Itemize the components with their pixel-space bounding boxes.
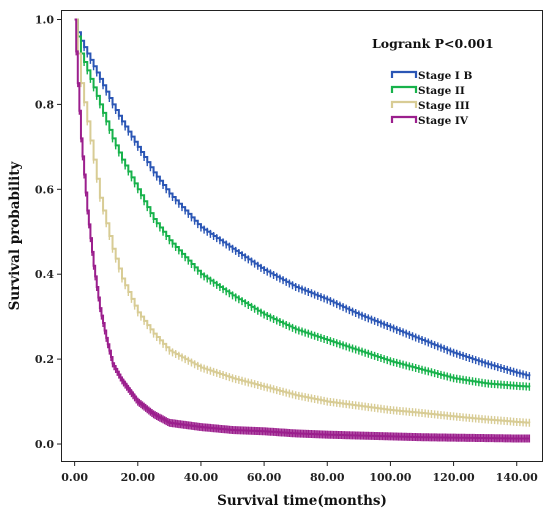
x-tick-label: 0.00 (61, 471, 88, 484)
legend-label: Stage II (418, 85, 465, 97)
y-tick-label: 1.0 (35, 13, 54, 26)
axis-ticks: 0.00 20.00 40.00 60.00 80.00 100.00 120.00 140.… (35, 13, 538, 484)
x-tick-label: 140.00 (496, 471, 538, 484)
legend-swatch (390, 85, 418, 93)
plot-frame (61, 10, 543, 462)
y-tick-label: 0.2 (35, 353, 54, 366)
x-tick-label: 20.00 (121, 471, 156, 484)
x-tick-label: 40.00 (184, 471, 219, 484)
legend-swatch (390, 115, 418, 123)
censor-marks (75, 47, 531, 443)
legend-swatch (390, 100, 418, 108)
legend-label: Stage I B (418, 70, 472, 82)
y-axis-title: Survival probability (7, 160, 23, 310)
legend-label: Stage III (418, 100, 470, 112)
x-axis-title: Survival time(months) (217, 493, 387, 509)
y-tick-label: 0.8 (35, 98, 54, 111)
y-tick-label: 0.4 (35, 268, 54, 281)
series-stage-iii (74, 18, 531, 427)
x-tick-label: 80.00 (310, 471, 345, 484)
x-tick-label: 120.00 (433, 471, 475, 484)
logrank-annotation: Logrank P<0.001 (372, 36, 494, 51)
x-tick-label: 60.00 (247, 471, 282, 484)
y-tick-label: 0.0 (35, 438, 54, 451)
legend: Stage I B Stage II Stage III Stage IV (390, 70, 472, 127)
series-stage-iv (74, 18, 531, 443)
series-layer (74, 18, 531, 443)
legend-swatch (390, 70, 418, 78)
x-tick-label: 100.00 (369, 471, 411, 484)
legend-label: Stage IV (418, 115, 469, 127)
y-tick-label: 0.6 (35, 183, 54, 196)
